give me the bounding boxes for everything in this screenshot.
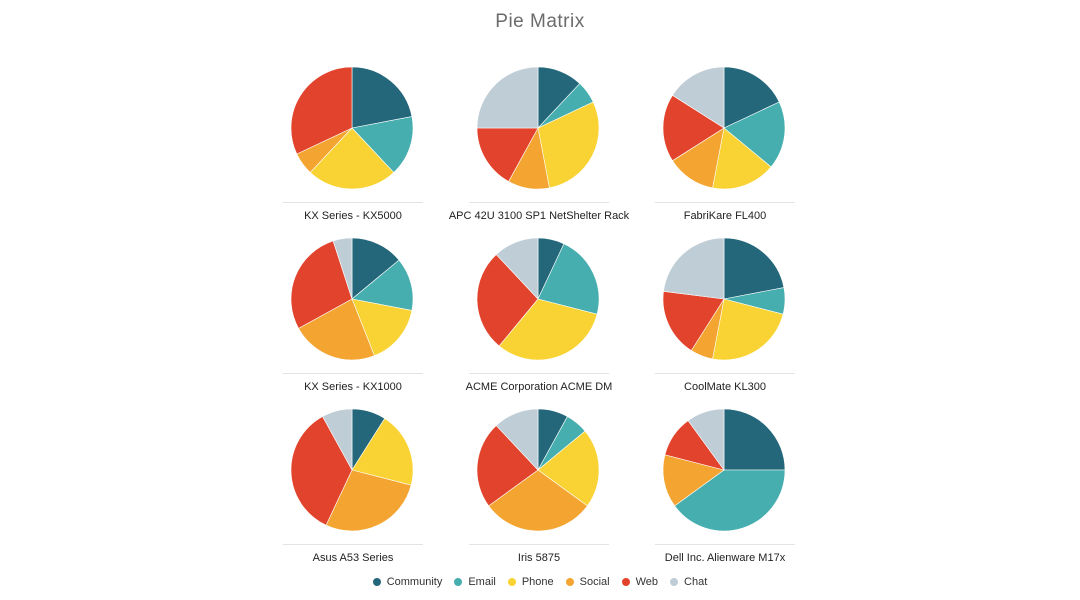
pie-divider <box>655 373 795 374</box>
pie-label: FabriKare FL400 <box>683 210 767 222</box>
pie-label: Asus A53 Series <box>312 552 394 564</box>
pie-divider <box>469 373 609 374</box>
pie-slice-community[interactable] <box>723 66 780 129</box>
pie-divider <box>469 202 609 203</box>
legend-label: Community <box>386 576 443 588</box>
pie-slice-web[interactable] <box>476 425 539 507</box>
pie-cell: Dell Inc. Alienware M17x <box>625 408 825 568</box>
pie-slice-phone[interactable] <box>712 298 784 361</box>
legend-label: Chat <box>684 576 708 588</box>
pie-divider <box>283 373 423 374</box>
pie-cell: Iris 5875 <box>439 408 639 568</box>
pie-cell: KX Series - KX1000 <box>253 237 453 397</box>
pie-slice-web[interactable] <box>476 127 539 182</box>
legend-item-chat[interactable]: Chat <box>670 576 707 588</box>
pie-chart <box>662 237 786 361</box>
pie-slice-web[interactable] <box>662 291 725 351</box>
pie-slice-chat[interactable] <box>476 66 539 129</box>
pie-chart <box>290 66 414 190</box>
pie-slice-web[interactable] <box>290 66 353 155</box>
legend-label: Email <box>468 576 496 588</box>
legend-swatch <box>565 578 574 586</box>
pie-slice-chat[interactable] <box>672 66 725 129</box>
pie-label: KX Series - KX5000 <box>304 210 402 222</box>
pie-slice-community[interactable] <box>351 66 413 129</box>
pie-divider <box>283 202 423 203</box>
pie-chart <box>662 66 786 190</box>
pie-slice-web[interactable] <box>662 94 725 162</box>
pie-slice-chat[interactable] <box>495 237 539 300</box>
pie-chart <box>476 408 600 532</box>
legend-swatch <box>670 578 679 586</box>
pie-slice-chat[interactable] <box>687 408 725 471</box>
pie-slice-phone[interactable] <box>537 101 600 189</box>
pie-chart <box>476 66 600 190</box>
pie-label: KX Series - KX1000 <box>304 381 402 393</box>
legend-label: Web <box>635 576 659 588</box>
pie-slice-email[interactable] <box>674 469 786 532</box>
pie-divider <box>469 544 609 545</box>
pie-chart <box>662 408 786 532</box>
pie-slice-web[interactable] <box>290 240 353 329</box>
pie-cell: ACME Corporation ACME DM <box>439 237 639 397</box>
legend: Community Email Phone Social Web Chat <box>0 576 1080 588</box>
pie-slice-email[interactable] <box>351 116 414 173</box>
legend-item-community[interactable]: Community <box>372 576 443 588</box>
legend-swatch <box>372 578 381 586</box>
pie-slice-community[interactable] <box>723 408 786 471</box>
legend-item-web[interactable]: Web <box>621 576 659 588</box>
pie-slice-email[interactable] <box>351 259 414 311</box>
pie-cell: CoolMate KL300 <box>625 237 825 397</box>
pie-slice-web[interactable] <box>476 254 539 347</box>
pie-slice-chat[interactable] <box>322 408 353 471</box>
pie-slice-phone[interactable] <box>712 127 772 190</box>
pie-label: CoolMate KL300 <box>684 381 766 393</box>
pie-cell: KX Series - KX5000 <box>253 66 453 226</box>
pie-slice-email[interactable] <box>537 243 600 315</box>
pie-cell: Asus A53 Series <box>253 408 453 568</box>
pie-slice-web[interactable] <box>290 416 353 526</box>
legend-label: Phone <box>521 576 554 588</box>
legend-item-phone[interactable]: Phone <box>507 576 554 588</box>
pie-divider <box>655 202 795 203</box>
pie-label: ACME Corporation ACME DM <box>465 381 613 393</box>
pie-label: Dell Inc. Alienware M17x <box>664 552 786 564</box>
legend-item-social[interactable]: Social <box>565 576 610 588</box>
pie-slice-phone[interactable] <box>498 298 598 361</box>
legend-swatch <box>621 578 630 586</box>
pie-cell: FabriKare FL400 <box>625 66 825 226</box>
legend-label: Social <box>579 576 610 588</box>
pie-slice-phone[interactable] <box>351 418 414 486</box>
pie-slice-phone[interactable] <box>351 298 413 357</box>
pie-slice-social[interactable] <box>298 298 375 361</box>
pie-slice-social[interactable] <box>325 469 412 532</box>
pie-slice-phone[interactable] <box>537 430 600 507</box>
pie-slice-phone[interactable] <box>309 127 395 190</box>
pie-slice-social[interactable] <box>488 469 588 532</box>
pie-divider <box>655 544 795 545</box>
pie-slice-social[interactable] <box>662 454 725 507</box>
legend-swatch <box>507 578 516 586</box>
pie-slice-chat[interactable] <box>663 237 725 300</box>
pie-slice-chat[interactable] <box>495 408 539 471</box>
pie-label: Iris 5875 <box>517 552 561 564</box>
pie-cell: APC 42U 3100 SP1 NetShelter Rack <box>439 66 639 226</box>
pie-slice-community[interactable] <box>723 237 785 300</box>
legend-item-email[interactable]: Email <box>454 576 496 588</box>
legend-swatch <box>454 578 463 586</box>
pie-slice-chat[interactable] <box>332 237 353 300</box>
pie-label: APC 42U 3100 SP1 NetShelter Rack <box>448 210 630 222</box>
pie-chart <box>290 237 414 361</box>
pie-divider <box>283 544 423 545</box>
pie-slice-email[interactable] <box>723 101 786 168</box>
pie-slice-community[interactable] <box>351 237 400 300</box>
chart-title: Pie Matrix <box>495 11 585 32</box>
pie-chart <box>290 408 414 532</box>
pie-chart <box>476 237 600 361</box>
